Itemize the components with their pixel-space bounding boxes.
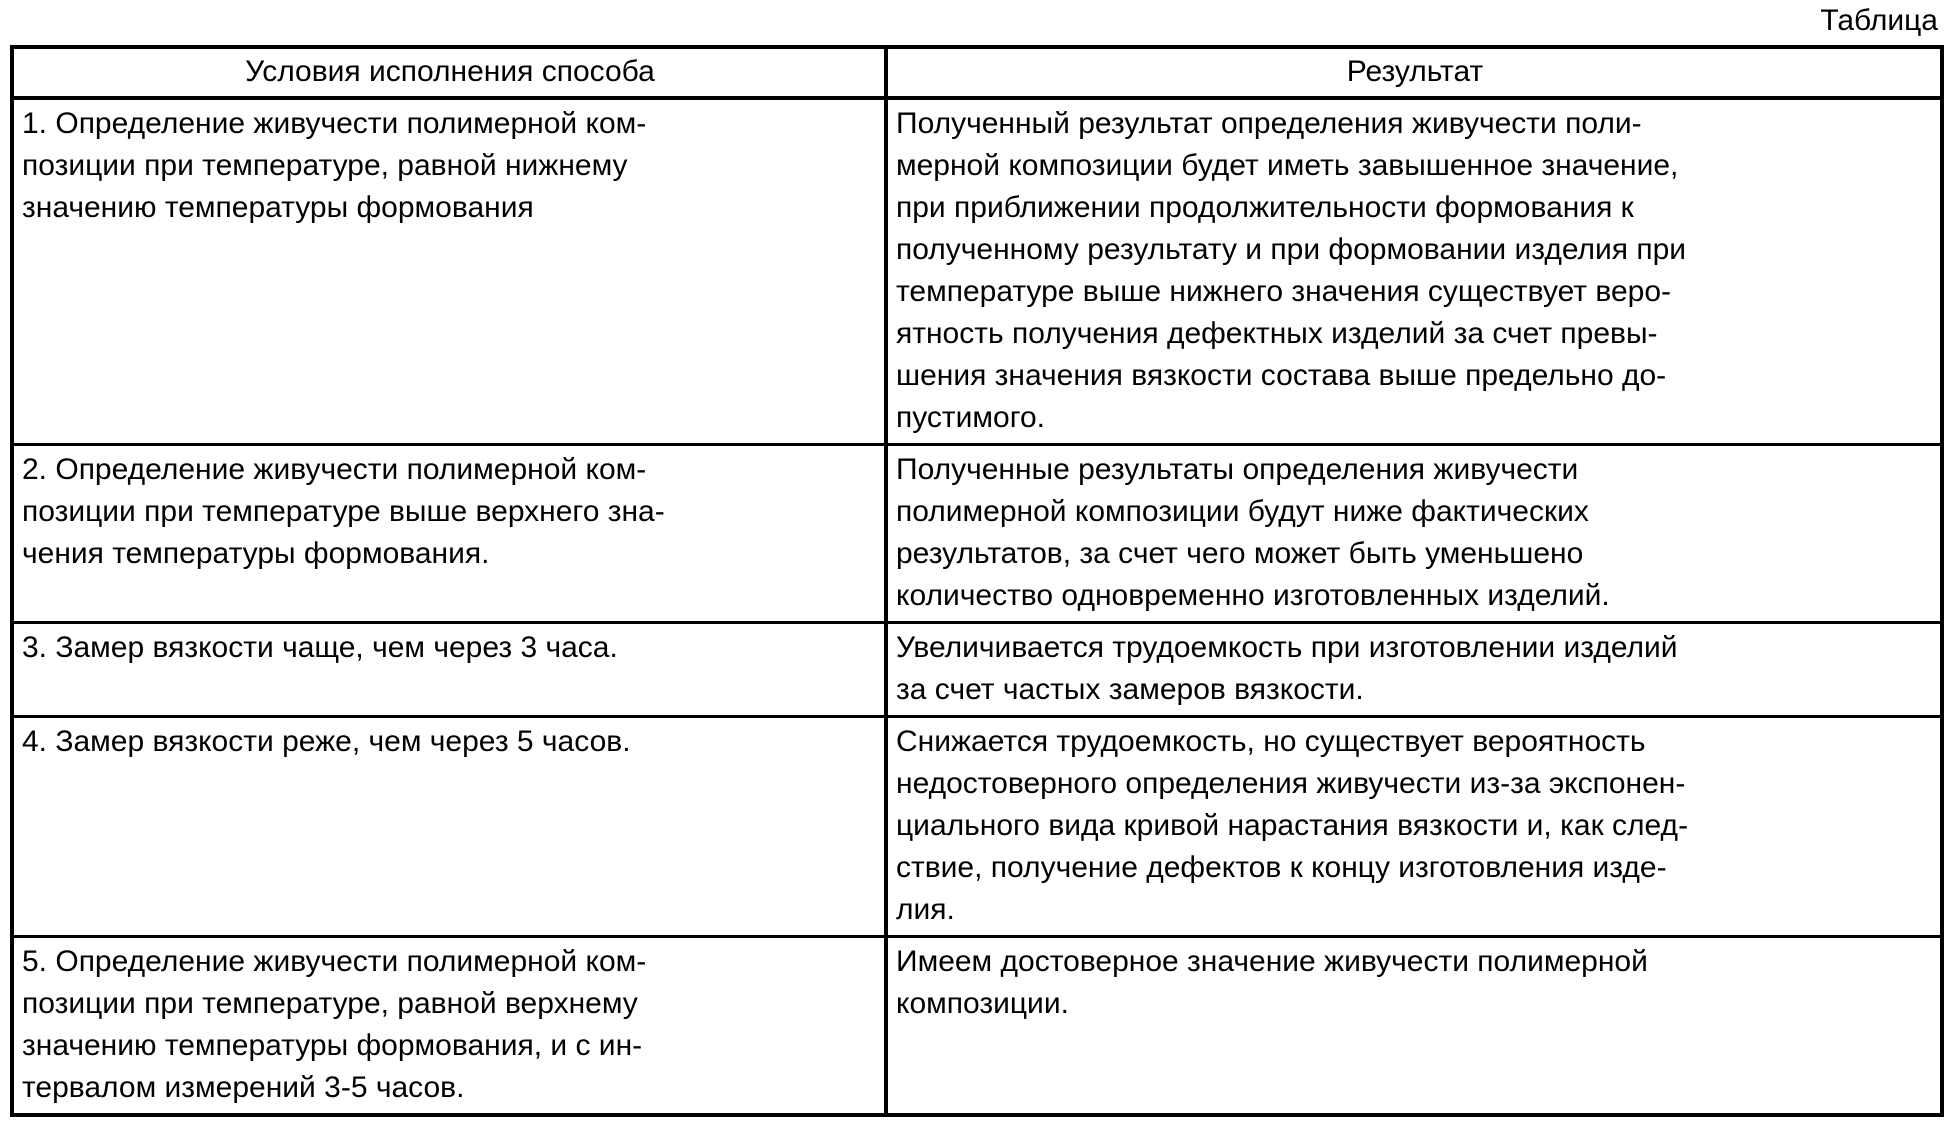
cell-line: 3. Замер вязкости чаще, чем через 3 часа… xyxy=(22,631,618,664)
cell-result: Полученный результат определения живучес… xyxy=(884,96,1944,446)
cell-line: чения температуры формования. xyxy=(22,537,490,570)
cell-result: Снижается трудоемкость, но существует ве… xyxy=(884,715,1944,938)
table-body: 1. Определение живучести полимерной ком-… xyxy=(10,96,1944,1117)
cell-line: значению температуры формования xyxy=(22,191,534,224)
table-header-row: Условия исполнения способа Результат xyxy=(10,45,1944,100)
table-caption-label: Таблица xyxy=(1820,4,1938,37)
cell-line: Снижается трудоемкость, но существует ве… xyxy=(896,725,1646,758)
cell-condition: 4. Замер вязкости реже, чем через 5 часо… xyxy=(10,715,888,938)
cell-line: ствие, получение дефектов к концу изгото… xyxy=(896,851,1667,884)
cell-result: Увеличивается трудоемкость при изготовле… xyxy=(884,621,1944,718)
cell-line: шения значения вязкости состава выше пре… xyxy=(896,359,1667,392)
cell-line: полимерной композиции будут ниже фактиче… xyxy=(896,495,1589,528)
cell-line: 1. Определение живучести полимерной ком- xyxy=(22,107,647,140)
cell-result: Полученные результаты определения живуче… xyxy=(884,443,1944,624)
cell-line: температуре выше нижнего значения сущест… xyxy=(896,275,1672,308)
table-row: 2. Определение живучести полимерной ком-… xyxy=(10,443,1944,624)
table-row: 5. Определение живучести полимерной ком-… xyxy=(10,935,1944,1117)
cell-line: полученному результату и при формовании … xyxy=(896,233,1687,266)
table-row: 3. Замер вязкости чаще, чем через 3 часа… xyxy=(10,621,1944,718)
cell-line: при приближении продолжительности формов… xyxy=(896,191,1634,224)
cell-condition: 3. Замер вязкости чаще, чем через 3 часа… xyxy=(10,621,888,718)
comparison-table: Условия исполнения способа Результат 1. … xyxy=(10,45,1944,1117)
cell-line: Полученный результат определения живучес… xyxy=(896,107,1642,140)
cell-condition: 1. Определение живучести полимерной ком-… xyxy=(10,96,888,446)
cell-line: количество одновременно изготовленных из… xyxy=(896,579,1610,612)
cell-line: Увеличивается трудоемкость при изготовле… xyxy=(896,631,1678,664)
cell-line: ятность получения дефектных изделий за с… xyxy=(896,317,1658,350)
cell-line: Полученные результаты определения живуче… xyxy=(896,453,1579,486)
cell-line: композиции. xyxy=(896,987,1069,1020)
cell-line: значению температуры формования, и с ин- xyxy=(22,1029,643,1062)
cell-line: 2. Определение живучести полимерной ком- xyxy=(22,453,647,486)
column-header-result: Результат xyxy=(884,45,1944,100)
table-row: 4. Замер вязкости реже, чем через 5 часо… xyxy=(10,715,1944,938)
cell-line: 5. Определение живучести полимерной ком- xyxy=(22,945,647,978)
cell-line: позиции при температуре выше верхнего зн… xyxy=(22,495,665,528)
cell-line: пустимого. xyxy=(896,401,1046,434)
cell-line: недостоверного определения живучести из-… xyxy=(896,767,1686,800)
table-row: 1. Определение живучести полимерной ком-… xyxy=(10,96,1944,446)
cell-line: мерной композиции будет иметь завышенное… xyxy=(896,149,1679,182)
cell-line: позиции при температуре, равной верхнему xyxy=(22,987,638,1020)
column-header-conditions: Условия исполнения способа xyxy=(10,45,888,100)
cell-line: тервалом измерений 3-5 часов. xyxy=(22,1071,465,1104)
cell-line: результатов, за счет чего может быть уме… xyxy=(896,537,1584,570)
table-header: Условия исполнения способа Результат xyxy=(10,45,1944,100)
cell-line: позиции при температуре, равной нижнему xyxy=(22,149,628,182)
cell-line: лия. xyxy=(896,893,955,926)
cell-line: за счет частых замеров вязкости. xyxy=(896,673,1364,706)
table-caption: Таблица xyxy=(0,0,1940,42)
cell-result: Имеем достоверное значение живучести пол… xyxy=(884,935,1944,1117)
cell-line: циального вида кривой нарастания вязкост… xyxy=(896,809,1689,842)
cell-line: Имеем достоверное значение живучести пол… xyxy=(896,945,1648,978)
cell-condition: 5. Определение живучести полимерной ком-… xyxy=(10,935,888,1117)
cell-condition: 2. Определение живучести полимерной ком-… xyxy=(10,443,888,624)
cell-line: 4. Замер вязкости реже, чем через 5 часо… xyxy=(22,725,631,758)
